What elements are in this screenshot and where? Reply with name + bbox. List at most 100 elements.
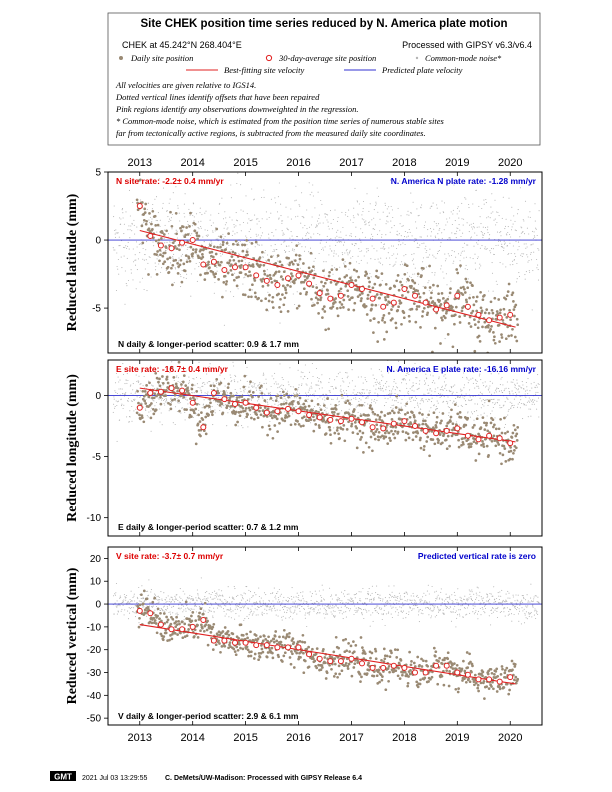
cmn-point <box>460 254 462 256</box>
cmn-point <box>312 375 314 378</box>
cmn-point <box>197 597 199 599</box>
daily-point <box>386 442 390 445</box>
cmn-point <box>161 399 163 401</box>
cmn-point <box>480 223 482 225</box>
daily-point <box>503 416 506 420</box>
cmn-point <box>255 387 257 389</box>
cmn-point <box>187 596 189 598</box>
cmn-point <box>366 262 368 264</box>
daily-point <box>196 422 200 426</box>
cmn-point <box>329 378 331 380</box>
daily-point <box>397 288 401 292</box>
cmn-point <box>276 383 278 385</box>
cmn-point <box>140 383 142 385</box>
daily-point <box>514 434 518 438</box>
cmn-point <box>275 614 277 616</box>
daily-point <box>350 279 354 282</box>
cmn-point <box>117 268 119 270</box>
cmn-point <box>119 597 121 599</box>
cmn-point <box>424 181 426 183</box>
daily-point <box>333 431 337 435</box>
cmn-point <box>341 377 343 379</box>
avg30-point <box>210 390 217 396</box>
cmn-point <box>274 197 276 199</box>
cmn-point <box>158 601 160 603</box>
daily-point <box>271 436 275 440</box>
cmn-point <box>448 412 450 414</box>
daily-point <box>292 281 296 285</box>
daily-point <box>513 428 517 432</box>
cmn-point <box>210 610 212 612</box>
daily-point <box>305 408 309 412</box>
cmn-point <box>298 392 300 394</box>
cmn-point <box>182 590 184 592</box>
cmn-point <box>483 233 486 235</box>
cmn-point <box>537 264 539 266</box>
cmn-point <box>437 223 440 225</box>
cmn-point <box>254 246 256 248</box>
cmn-point <box>316 226 318 228</box>
cmn-point <box>492 402 494 404</box>
cmn-point <box>455 256 457 258</box>
cmn-point <box>390 220 392 222</box>
daily-point <box>181 380 185 384</box>
cmn-point <box>513 404 515 406</box>
daily-point <box>335 418 339 422</box>
cmn-point <box>471 182 473 184</box>
cmn-point <box>212 598 214 600</box>
cmn-point <box>207 597 209 599</box>
cmn-point <box>427 392 429 394</box>
daily-point <box>161 375 164 378</box>
note-4: * Common-mode noise, which is estimated … <box>116 116 444 126</box>
cmn-point <box>114 390 116 392</box>
plot-area <box>108 360 542 466</box>
daily-point <box>451 422 455 426</box>
cmn-point <box>508 252 510 255</box>
cmn-point <box>404 230 406 233</box>
daily-point <box>459 286 463 290</box>
cmn-point <box>352 215 354 217</box>
cmn-point <box>145 590 147 593</box>
daily-point <box>311 285 315 288</box>
cmn-point <box>256 235 258 237</box>
daily-point <box>437 439 440 442</box>
cmn-point <box>313 269 315 271</box>
cmn-point <box>426 378 428 380</box>
cmn-point <box>158 599 160 601</box>
cmn-point <box>405 254 407 256</box>
daily-point <box>483 421 486 425</box>
cmn-point <box>349 404 352 406</box>
cmn-point <box>114 233 116 235</box>
cmn-point <box>413 399 415 401</box>
cmn-point <box>519 236 521 238</box>
cmn-point <box>188 376 190 378</box>
daily-point <box>194 442 198 446</box>
daily-point <box>162 233 166 236</box>
cmn-point <box>425 398 427 400</box>
cmn-point <box>209 596 212 598</box>
daily-point <box>438 299 441 302</box>
daily-point <box>274 415 278 418</box>
cmn-point <box>265 382 267 384</box>
cmn-point <box>232 230 234 232</box>
cmn-point <box>535 384 537 386</box>
cmn-point <box>151 605 153 607</box>
cmn-point <box>121 601 124 604</box>
daily-point <box>149 416 153 420</box>
cmn-point <box>529 401 531 403</box>
cmn-point <box>128 225 130 227</box>
cmn-point <box>222 608 225 610</box>
cmn-point <box>242 283 244 285</box>
cmn-point <box>247 222 249 224</box>
daily-point <box>415 307 419 311</box>
cmn-point <box>327 225 329 227</box>
cmn-point <box>483 199 485 201</box>
cmn-point <box>175 613 177 615</box>
cmn-point <box>273 235 275 237</box>
cmn-point <box>221 602 223 604</box>
cmn-point <box>183 277 185 279</box>
daily-point <box>222 281 226 284</box>
daily-point <box>481 416 485 419</box>
cmn-point <box>426 389 428 391</box>
cmn-point <box>152 203 154 206</box>
